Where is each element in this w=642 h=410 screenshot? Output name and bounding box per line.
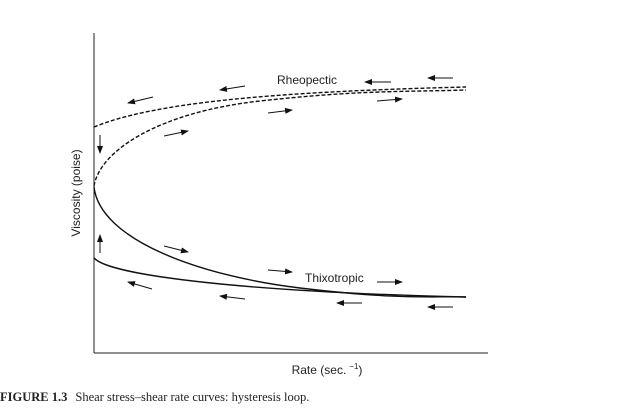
thixotropic-lower-curve <box>93 257 467 298</box>
caption-text: Shear stress–shear rate curves: hysteres… <box>75 390 310 404</box>
thixotropic-upper-curve <box>93 186 467 298</box>
thixotropic-label: Thixotropic <box>305 271 364 285</box>
arrow-left-icon <box>127 96 154 105</box>
rheopectic-upper-curve <box>93 86 467 128</box>
arrow-left-icon <box>219 85 246 92</box>
arrow-right-icon <box>267 107 293 114</box>
arrow-left-icon <box>127 281 153 290</box>
arrow-left-icon <box>219 293 246 300</box>
arrow-right-icon <box>163 129 189 137</box>
x-axis-label-close: ) <box>358 363 362 377</box>
arrow-right-icon <box>163 245 189 254</box>
y-axis-label: Viscosity (poise) <box>69 149 83 236</box>
rheopectic-label: Rheopectic <box>277 73 337 87</box>
figure-caption: FIGURE 1.3 Shear stress–shear rate curves… <box>0 390 309 405</box>
x-axis-label: Rate (sec. −1) <box>292 362 363 377</box>
x-axis-label-text: Rate (sec. <box>292 363 347 377</box>
rheopectic-lower-curve <box>93 89 467 187</box>
x-axis-label-sup: −1 <box>349 362 359 371</box>
hysteresis-diagram: Rheopectic Thixotropic Viscosity (poise)… <box>69 33 488 377</box>
caption-label: FIGURE 1.3 <box>0 390 68 404</box>
direction-arrows <box>97 75 453 310</box>
arrow-right-icon <box>267 268 293 275</box>
arrow-right-icon <box>376 96 403 103</box>
